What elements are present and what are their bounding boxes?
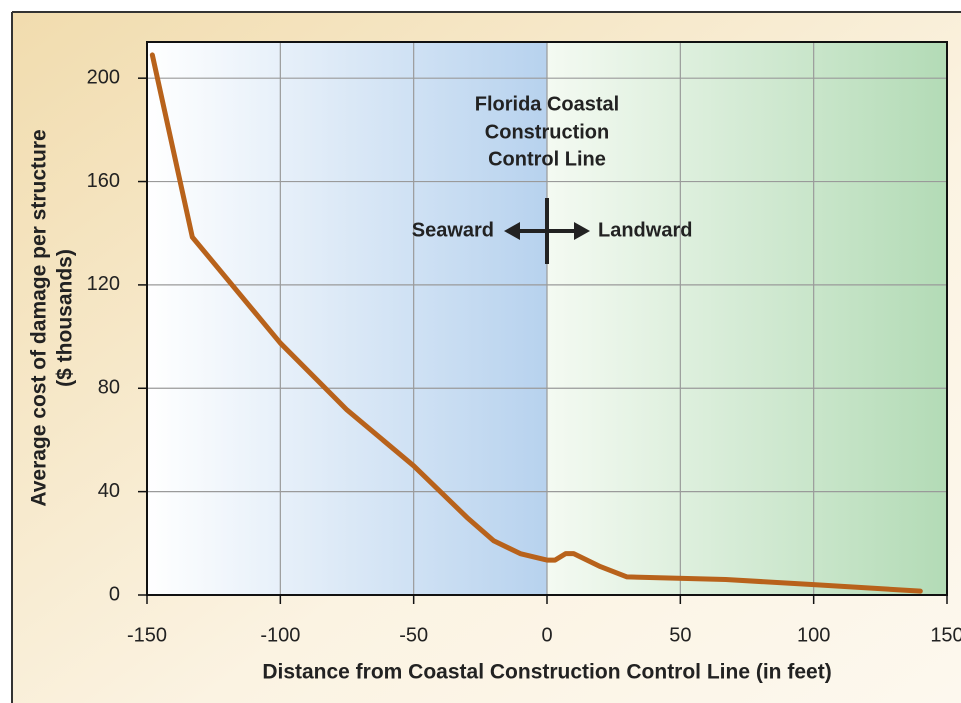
x-tick-label: -150 — [127, 624, 167, 646]
x-tick-label: -100 — [260, 624, 300, 646]
y-tick-label: 0 — [109, 583, 120, 605]
y-tick-label: 160 — [87, 170, 120, 192]
y-tick-label: 40 — [98, 480, 120, 502]
annotation: Control Line — [488, 148, 606, 170]
y-tick-label: 120 — [87, 273, 120, 295]
y-tick-label: 200 — [87, 66, 120, 88]
y-axis-label: Average cost of damage per structure — [28, 129, 51, 506]
x-tick-label: 100 — [797, 624, 830, 646]
seaward-bg — [147, 42, 547, 595]
annotation: Construction — [485, 121, 609, 143]
annotation: Florida Coastal — [475, 93, 619, 115]
arrow-cross — [504, 198, 590, 264]
y-axis-label: ($ thousands) — [54, 249, 77, 387]
x-tick-label: 50 — [669, 624, 691, 646]
annotation: Seaward — [412, 219, 494, 241]
x-tick-label: 0 — [541, 624, 552, 646]
annotation: Landward — [598, 219, 692, 241]
x-tick-label: -50 — [399, 624, 428, 646]
x-axis-label: Distance from Coastal Construction Contr… — [262, 661, 831, 684]
y-tick-label: 80 — [98, 377, 120, 399]
landward-bg — [547, 42, 947, 595]
data-line — [149, 52, 923, 594]
x-tick-label: 150 — [930, 624, 961, 646]
